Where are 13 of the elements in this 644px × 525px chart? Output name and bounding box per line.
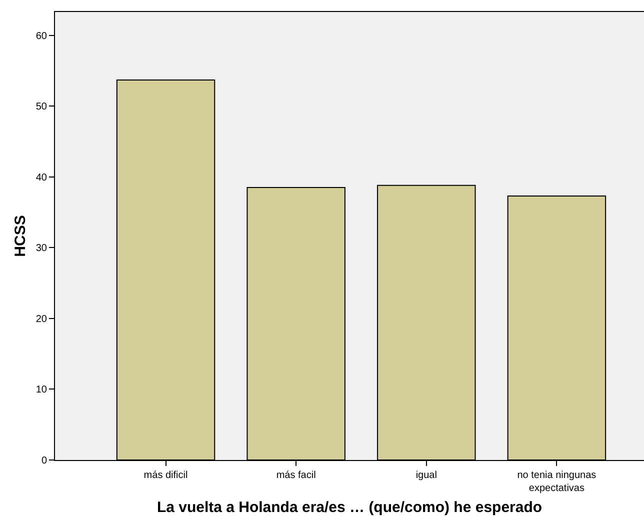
y-axis-title: HCSS (12, 215, 30, 257)
y-tick-label: 60 (36, 30, 48, 42)
y-tick-label: 40 (36, 172, 48, 184)
x-tick-label: más dificil (144, 470, 188, 481)
x-tick-label: no tenia ningunas expectativas (517, 470, 596, 494)
x-tick-label: más facil (276, 470, 316, 481)
y-tick-label: 30 (36, 243, 48, 254)
y-tick-label: 50 (36, 102, 48, 113)
x-axis-title: La vuelta a Holanda era/es … (que/como) he esperado (156, 499, 542, 516)
y-tick-label: 0 (41, 456, 48, 466)
y-tick-label: 20 (36, 314, 48, 325)
x-tick-label: igual (416, 470, 437, 481)
y-tick-label: 10 (36, 384, 48, 396)
